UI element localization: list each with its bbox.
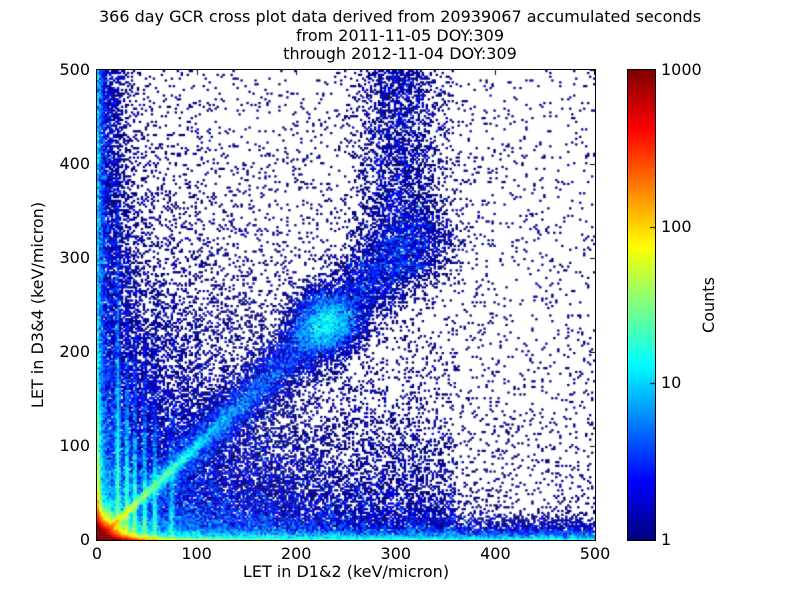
plot-area: [96, 69, 596, 541]
colorbar: [627, 69, 656, 541]
y-axis-label: LET in D3&4 (keV/micron): [28, 201, 47, 409]
title-line-2: from 2011-11-05 DOY:309: [295, 25, 504, 45]
x-tick-label: 100: [181, 544, 212, 563]
y-tick-label: 0: [79, 530, 90, 549]
colorbar-tick-label: 1: [661, 530, 672, 549]
x-tick-label: 200: [280, 544, 312, 563]
histogram-canvas: [97, 70, 595, 540]
colorbar-title: Counts: [699, 277, 718, 333]
x-tick-label: 0: [91, 544, 103, 563]
y-tick-label: 500: [59, 60, 90, 79]
title-line-1: 366 day GCR cross plot data derived from…: [98, 7, 702, 26]
colorbar-tick-label: 100: [661, 216, 692, 236]
colorbar-tick-label: 10: [661, 373, 682, 393]
colorbar-canvas: [628, 70, 655, 540]
y-tick-label: 200: [59, 342, 90, 361]
colorbar-tick-label: 1000: [661, 60, 702, 79]
chart-title-block: 366 day GCR cross plot data derived from…: [0, 7, 800, 64]
x-tick-label: 500: [579, 544, 611, 563]
y-tick-label: 100: [59, 436, 90, 455]
x-axis-label: LET in D1&2 (keV/micron): [242, 562, 450, 581]
y-tick-label: 300: [59, 248, 90, 267]
x-tick-label: 400: [480, 544, 511, 563]
y-tick-label: 400: [59, 154, 90, 173]
title-line-3: through 2012-11-04 DOY:309: [283, 44, 517, 63]
x-tick-label: 300: [380, 544, 412, 563]
